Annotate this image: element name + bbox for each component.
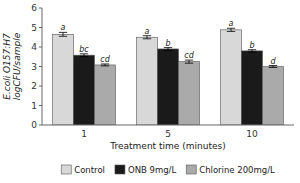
bar (263, 67, 284, 126)
x-axis-label: Treatment time (minutes) (109, 141, 225, 151)
significance-letter: b (249, 41, 254, 50)
y-tick (39, 8, 42, 9)
bars (53, 28, 284, 125)
significance-letter: cd (184, 51, 194, 60)
legend: Control ONB 9mg/L Chlorine 200mg/L (61, 165, 275, 175)
error-bar (80, 54, 88, 57)
y-tick-label: 3 (31, 62, 37, 72)
bar (242, 51, 263, 125)
error-bar (143, 36, 151, 39)
bar (179, 62, 200, 125)
y-tick (39, 66, 42, 67)
y-tick (39, 86, 42, 87)
y-tick-label: 0 (31, 120, 37, 130)
bar (95, 65, 116, 125)
y-tick (39, 125, 42, 126)
legend-label: Control (74, 165, 105, 175)
error-bar (248, 50, 256, 52)
error-bar (227, 28, 235, 31)
y-tick (39, 27, 42, 28)
legend-swatch (186, 165, 196, 174)
y-tick-label: 4 (31, 42, 37, 52)
y-axis-label-line: logCFU/sample (12, 32, 22, 100)
bar (53, 34, 74, 125)
significance-letter: bc (79, 45, 89, 54)
legend-label: Chlorine 200mg/L (199, 165, 275, 175)
error-bar (185, 60, 193, 63)
error-bar (101, 64, 109, 66)
x-tick-label: 1 (81, 129, 87, 139)
y-tick-label: 1 (31, 101, 37, 111)
y-tick-label: 5 (31, 23, 37, 33)
y-tick-label: 6 (31, 3, 37, 13)
significance-letter: b (165, 39, 170, 48)
x-tick-label: 5 (165, 129, 171, 139)
y-axis-label-line: E.coli O157:H7 (2, 33, 12, 100)
y-tick (39, 105, 42, 106)
bar (74, 55, 95, 125)
legend-swatch (61, 165, 71, 174)
significance-letter: a (61, 23, 66, 32)
y-axis-label: E.coli O157:H7logCFU/sample (2, 32, 22, 100)
significance-letter: d (270, 57, 276, 66)
x-tick-label: 10 (246, 129, 258, 139)
error-bar (164, 48, 172, 51)
significance-letter: cd (100, 55, 110, 64)
significance-letter: a (229, 19, 234, 28)
legend-swatch (115, 165, 125, 174)
y-tick-label: 2 (31, 81, 37, 91)
y-tick (39, 47, 42, 48)
chart: a a a bc b b cd cd d 0 1 2 3 4 5 6 1 5 10 Treatment time (m… (0, 0, 300, 183)
significance-letter: a (145, 27, 150, 36)
legend-label: ONB 9mg/L (128, 165, 177, 175)
error-bar (59, 32, 67, 36)
bar (221, 30, 242, 125)
bar (137, 37, 158, 125)
x-axis-line (42, 125, 294, 126)
bar (158, 49, 179, 125)
error-bar (269, 66, 277, 68)
